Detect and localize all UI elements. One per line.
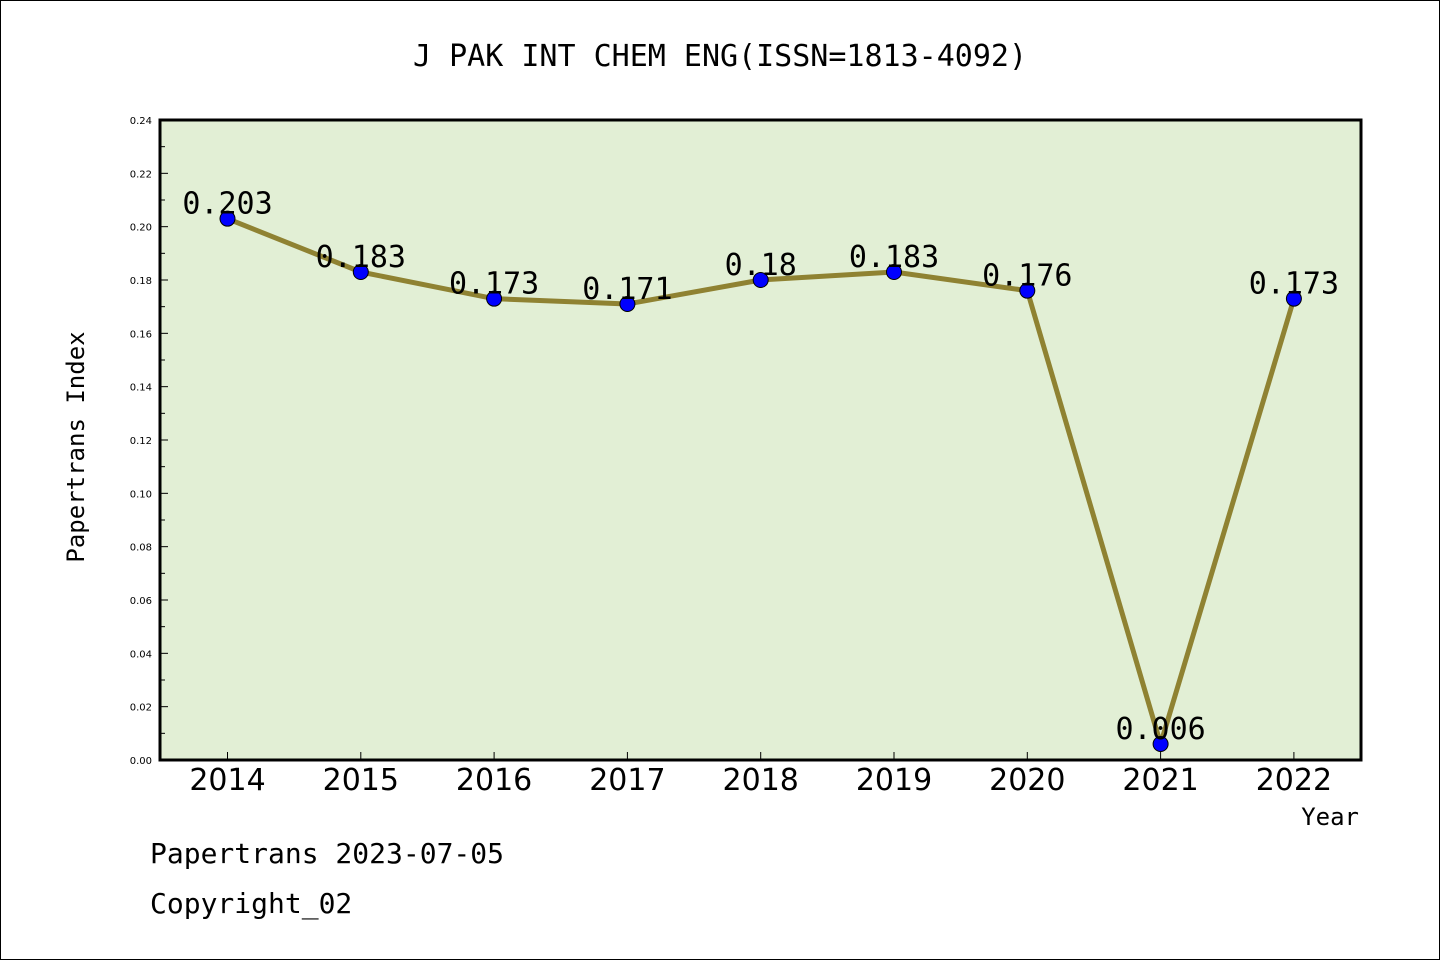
plot-area	[160, 120, 1361, 760]
y-tick-label: 0.06	[130, 596, 152, 607]
y-tick-label: 0.24	[130, 116, 152, 127]
data-point	[352, 264, 369, 280]
series: 0.203 0.183 0.173 0.171 0.18 0.183 0.176 0.006 0…	[182, 187, 1339, 752]
y-axis: 0.00 0.02 0.04 0.06 0.08 0.10 0.12 0.14 0.16 0.18…	[130, 116, 168, 767]
y-tick-label: 0.14	[130, 383, 152, 394]
y-tick-label: 0.08	[130, 543, 152, 554]
data-point	[1285, 290, 1302, 307]
y-tick-label: 0.18	[130, 276, 152, 287]
chart-title: J PAK INT CHEM ENG(ISSN=1813-4092)	[413, 39, 1027, 74]
y-tick-label: 0.02	[130, 703, 152, 714]
x-axis-title: Year	[1301, 803, 1359, 831]
data-point	[486, 290, 503, 307]
footer-copyright: Copyright_02	[150, 887, 352, 921]
footer-date: Papertrans 2023-07-05	[150, 837, 504, 870]
data-label: 0.183	[316, 240, 406, 275]
data-point	[1019, 282, 1036, 299]
plot-border	[158, 118, 1363, 762]
x-tick-label: 2015	[323, 763, 399, 798]
y-tick-label: 0.12	[130, 436, 152, 447]
y-tick-label: 0.04	[130, 649, 152, 660]
x-tick-label: 2014	[189, 763, 265, 798]
data-label: 0.183	[849, 240, 939, 275]
data-point	[886, 264, 902, 280]
data-label: 0.176	[982, 259, 1072, 294]
x-axis: 2014 2015 2016 2017 2018 2019 2020 2021 2022	[189, 752, 1332, 798]
data-label: 0.171	[582, 272, 672, 307]
y-tick-label: 0.10	[130, 489, 152, 500]
data-label: 0.006	[1115, 712, 1205, 747]
data-point	[219, 210, 236, 227]
data-point	[1152, 736, 1169, 752]
y-tick-label: 0.00	[130, 756, 152, 767]
x-tick-label: 2016	[456, 763, 532, 798]
x-tick-label: 2019	[856, 763, 932, 798]
x-tick-label: 2022	[1256, 763, 1332, 798]
data-label: 0.173	[449, 267, 539, 302]
data-point	[619, 296, 636, 312]
data-label: 0.203	[182, 187, 272, 222]
x-tick-label: 2017	[589, 763, 665, 798]
y-tick-label: 0.22	[130, 169, 152, 180]
data-label: 0.18	[725, 248, 797, 283]
x-tick-label: 2020	[989, 763, 1065, 798]
y-tick-label: 0.20	[130, 223, 152, 234]
x-tick-label: 2021	[1122, 763, 1198, 798]
data-point	[752, 272, 769, 288]
data-label: 0.173	[1249, 267, 1339, 302]
y-axis-title: Papertrans Index	[62, 331, 90, 562]
y-tick-label: 0.16	[130, 329, 152, 340]
x-tick-label: 2018	[723, 763, 799, 798]
